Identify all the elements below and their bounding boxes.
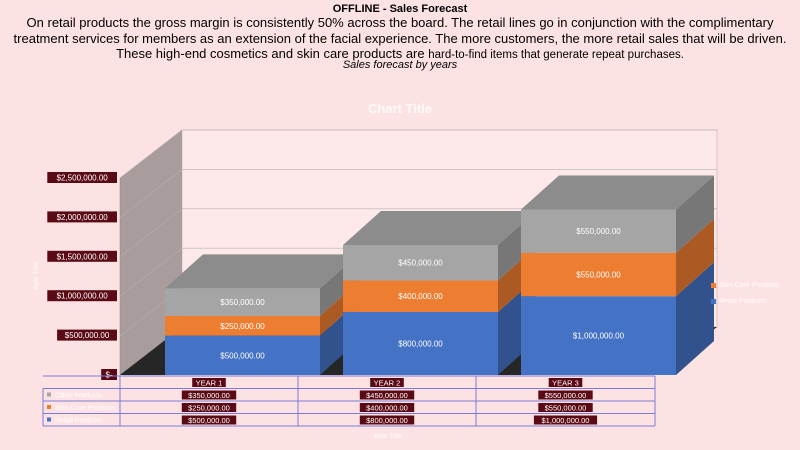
data-label: $250,000.00 [220,322,265,331]
table-value: $450,000.00 [366,391,408,400]
table-value: $550,000.00 [545,404,587,413]
table-value-bg [181,390,237,400]
intro-tail-text: hard-to-find items that generate repeat … [428,49,684,61]
y-tick-label-bg [47,172,117,183]
table-value-bg [359,390,415,400]
category-label-bg [192,378,226,387]
chart-title: Chart Title [368,101,432,116]
category-label: YEAR 3 [552,379,579,388]
y-tick-label: $1,000,000.00 [57,292,109,301]
bar-segment-other-products [165,288,320,316]
gridline-side [119,247,183,297]
y-axis: $- $500,000.00 $1,000,000.00 $1,500,000.00 $… [33,172,117,380]
bar-side-retail-products [676,262,714,375]
y-tick-label: $500,000.00 [65,331,110,340]
data-label: $1,000,000.00 [573,332,625,341]
chart-subtitle: Sales forecast by years [342,59,458,71]
bar-side-other-products [676,175,714,253]
table-value: $400,000.00 [366,404,408,413]
table-value-bg [538,390,593,400]
gridline-side [119,208,183,258]
table-legend-key [47,405,51,409]
table-value: $550,000.00 [545,391,587,400]
data-label: $450,000.00 [398,259,443,268]
data-label: $800,000.00 [398,339,443,348]
bar-segment-other-products [343,244,498,281]
table-value-bg [538,403,593,412]
y-axis-title: Axis Title [33,262,40,290]
y-tick-label: $2,500,000.00 [57,174,109,183]
bar-top [521,175,714,210]
table-value: $350,000.00 [188,391,230,400]
y-tick-label: $2,000,000.00 [57,213,109,222]
data-table: YEAR 1 YEAR 2 YEAR 3 Other Products $350,000… [42,375,656,440]
table-series-name: Retail Products [55,418,103,425]
data-label: $550,000.00 [576,271,621,280]
bar-segment-skin-care-products [521,252,676,297]
table-value-bg [181,415,237,425]
legend-swatch [711,283,716,288]
table-value-bg [359,403,415,412]
y-tick-label-bg [57,329,117,341]
bar-top [343,210,536,245]
data-label: $500,000.00 [220,351,265,360]
bar-top [165,254,358,289]
category-label: YEAR 1 [196,379,223,388]
category-label-bg [370,378,404,387]
y-tick-label-bg [47,250,117,262]
table-value: $250,000.00 [188,404,230,413]
legend-label: Skin Care Products [719,282,780,289]
intro-paragraph: On retail products the gross margin is c… [0,15,800,64]
bars-group: $500,000.00 $250,000.00 $350,000.00 $800,00… [165,175,714,375]
y-tick-label-bg [47,211,117,223]
table-legend-key [47,417,51,422]
data-label: $400,000.00 [398,292,443,301]
bar-side-skin-care-products [676,218,714,297]
gridline-side [119,169,183,218]
bar-segment-skin-care-products [343,280,498,312]
bar-segment-retail-products [165,335,320,375]
bar-segment-retail-products [343,311,498,375]
legend: Retail Products Skin Care Products [711,282,780,305]
y-tick-label: $1,500,000.00 [57,252,109,261]
table-value: $500,000.00 [188,416,230,425]
page-title: OFFLINE - Sales Forecast [332,3,468,15]
gridline-side [119,129,183,179]
table-value-bg [181,403,237,412]
category-label: YEAR 2 [374,379,401,388]
legend-swatch [711,299,716,304]
data-label: $350,000.00 [220,298,265,307]
data-label: $550,000.00 [576,227,621,236]
y-tick-label-bg [101,369,117,380]
bar-segment-other-products [521,209,676,253]
table-series-name: Other Products [55,393,103,400]
category-label-bg [548,378,583,387]
y-tick-label-bg [47,290,117,302]
y-tick-label: $- [106,371,113,380]
bar-segment-skin-care-products [165,315,320,336]
table-legend-key [47,392,51,397]
table-value-bg [359,415,415,425]
intro-main-text: On retail products the gross margin is c… [13,15,787,61]
table-series-name: Skin Care Products [55,405,116,412]
x-axis-title: Axis Title [374,433,402,440]
table-value: $800,000.00 [366,416,408,425]
legend-label: Retail Products [719,298,767,305]
table-value: $1,000,000.00 [542,416,590,425]
table-value-bg [533,415,598,425]
bar-segment-retail-products [521,296,676,375]
